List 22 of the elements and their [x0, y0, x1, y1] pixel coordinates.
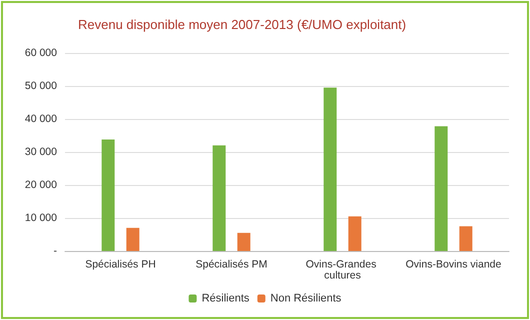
y-tick-label: 40 000	[24, 113, 58, 125]
bar	[126, 228, 140, 251]
bar	[102, 139, 115, 251]
bar	[237, 232, 250, 251]
legend-label: Non Résilients	[270, 292, 342, 304]
legend-label: Résilients	[202, 292, 250, 304]
chart-title: Revenu disponible moyen 2007-2013 (€/UMO exploitant)	[78, 17, 406, 32]
x-tick-label: Spécialisés PH	[85, 258, 156, 270]
y-tick-label: 60 000	[24, 47, 58, 59]
y-tick-label: 20 000	[24, 179, 58, 191]
bar	[434, 126, 448, 251]
x-tick-label: Ovins-Bovins viande	[406, 258, 502, 270]
bar	[348, 216, 362, 251]
y-tick-label: 50 000	[24, 80, 58, 92]
bar	[459, 226, 472, 251]
y-tick-label: 30 000	[24, 146, 58, 158]
y-tick-label: -	[54, 245, 58, 257]
bar	[324, 88, 337, 251]
x-tick-label: Spécialisés PM	[196, 258, 268, 270]
x-tick-label: Ovins-Grandes cultures	[306, 258, 380, 282]
y-tick-label: 10 000	[24, 212, 58, 224]
bar	[212, 145, 226, 251]
